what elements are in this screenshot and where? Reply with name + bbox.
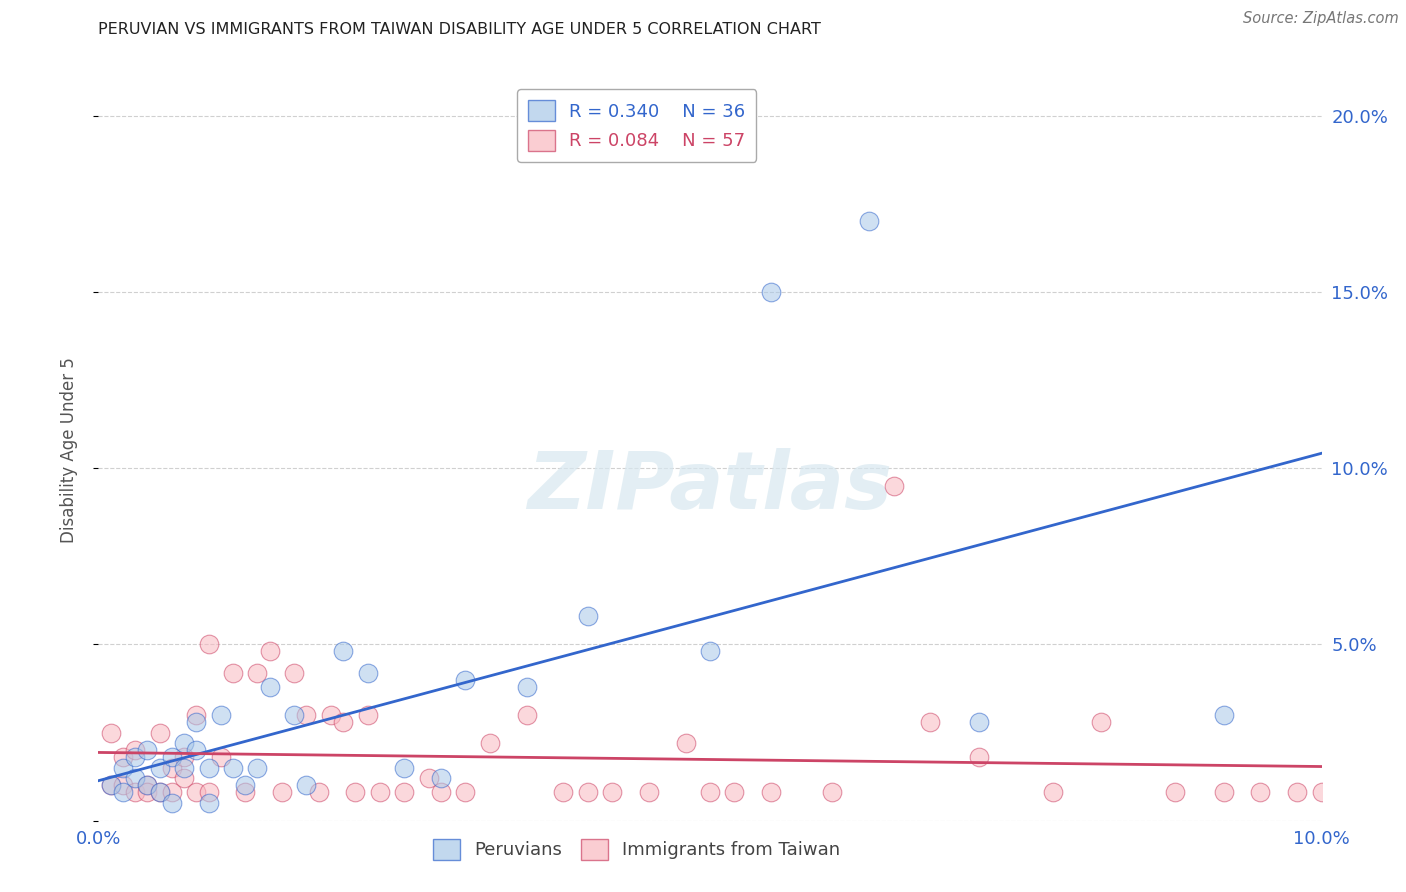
Point — [136, 778, 159, 792]
Point — [967, 750, 990, 764]
Point — [295, 778, 318, 792]
Point — [295, 707, 318, 722]
Point — [1286, 785, 1309, 799]
Point — [160, 796, 183, 810]
Point — [186, 714, 208, 729]
Point — [197, 796, 219, 810]
Point — [283, 707, 305, 722]
Point — [430, 785, 453, 799]
Point — [516, 680, 538, 694]
Point — [637, 785, 661, 799]
Point — [173, 736, 195, 750]
Point — [124, 750, 146, 764]
Point — [111, 778, 134, 792]
Point — [100, 778, 122, 792]
Text: ZIPatlas: ZIPatlas — [527, 449, 893, 526]
Text: PERUVIAN VS IMMIGRANTS FROM TAIWAN DISABILITY AGE UNDER 5 CORRELATION CHART: PERUVIAN VS IMMIGRANTS FROM TAIWAN DISAB… — [98, 22, 821, 37]
Point — [759, 785, 782, 799]
Point — [392, 761, 416, 775]
Point — [1212, 785, 1234, 799]
Point — [319, 707, 342, 722]
Point — [173, 761, 195, 775]
Point — [160, 750, 183, 764]
Point — [124, 743, 146, 757]
Point — [160, 785, 183, 799]
Point — [233, 785, 256, 799]
Point — [332, 714, 354, 729]
Point — [1212, 707, 1234, 722]
Point — [516, 707, 538, 722]
Point — [368, 785, 391, 799]
Point — [259, 644, 281, 658]
Point — [576, 785, 599, 799]
Point — [1042, 785, 1064, 799]
Point — [858, 214, 880, 228]
Point — [332, 644, 354, 658]
Point — [111, 761, 134, 775]
Point — [197, 637, 219, 651]
Point — [1164, 785, 1187, 799]
Point — [454, 785, 477, 799]
Point — [124, 785, 146, 799]
Point — [675, 736, 697, 750]
Point — [197, 761, 219, 775]
Point — [149, 725, 172, 739]
Point — [136, 743, 159, 757]
Point — [186, 743, 208, 757]
Point — [454, 673, 477, 687]
Point — [759, 285, 782, 299]
Point — [344, 785, 367, 799]
Point — [356, 665, 378, 680]
Point — [600, 785, 623, 799]
Point — [233, 778, 256, 792]
Point — [699, 785, 721, 799]
Point — [149, 785, 172, 799]
Point — [392, 785, 416, 799]
Point — [553, 785, 575, 799]
Point — [821, 785, 844, 799]
Point — [100, 725, 122, 739]
Point — [418, 772, 440, 786]
Point — [209, 750, 232, 764]
Point — [246, 761, 269, 775]
Point — [111, 750, 134, 764]
Point — [136, 778, 159, 792]
Point — [478, 736, 501, 750]
Point — [1249, 785, 1271, 799]
Point — [920, 714, 942, 729]
Point — [723, 785, 745, 799]
Point — [197, 785, 219, 799]
Point — [883, 479, 905, 493]
Point — [160, 761, 183, 775]
Point — [149, 761, 172, 775]
Legend: Peruvians, Immigrants from Taiwan: Peruvians, Immigrants from Taiwan — [426, 832, 848, 867]
Point — [356, 707, 378, 722]
Point — [100, 778, 122, 792]
Point — [576, 609, 599, 624]
Point — [173, 750, 195, 764]
Point — [222, 665, 245, 680]
Point — [308, 785, 330, 799]
Point — [246, 665, 269, 680]
Point — [699, 644, 721, 658]
Point — [1310, 785, 1333, 799]
Point — [124, 772, 146, 786]
Point — [222, 761, 245, 775]
Point — [209, 707, 232, 722]
Point — [136, 785, 159, 799]
Point — [283, 665, 305, 680]
Point — [173, 772, 195, 786]
Point — [149, 785, 172, 799]
Point — [111, 785, 134, 799]
Y-axis label: Disability Age Under 5: Disability Age Under 5 — [59, 358, 77, 543]
Point — [270, 785, 292, 799]
Point — [967, 714, 990, 729]
Text: Source: ZipAtlas.com: Source: ZipAtlas.com — [1243, 11, 1399, 26]
Point — [259, 680, 281, 694]
Point — [186, 707, 208, 722]
Point — [430, 772, 453, 786]
Point — [1090, 714, 1112, 729]
Point — [186, 785, 208, 799]
